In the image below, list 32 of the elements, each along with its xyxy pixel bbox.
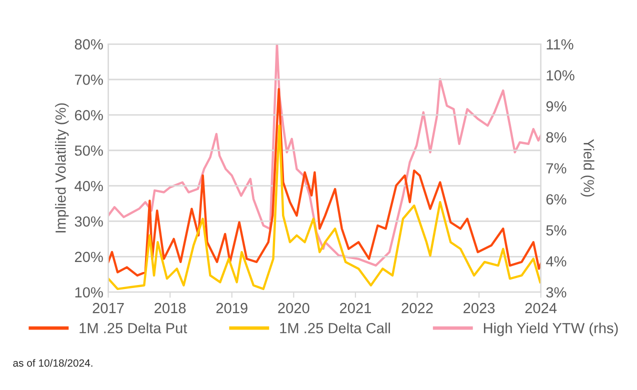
text: as of 10/18/2024. (13, 359, 92, 367)
y2-tick-label: 4% (546, 256, 566, 266)
y2-tick-label: 7% (546, 163, 566, 174)
y2-tick-label: 9% (546, 101, 566, 112)
y-tick-label: 20% (74, 252, 103, 262)
y2-tick-label: 6% (546, 194, 566, 205)
y2-tick-label: 10% (546, 70, 574, 81)
x-tick-label: 2023 (464, 302, 495, 314)
x-tick-label: 2019 (216, 302, 248, 314)
y-tick-label: 40% (74, 180, 103, 192)
y-tick-label: 50% (74, 145, 103, 156)
y2-tick-label: 11% (546, 39, 574, 50)
x-tick-label: 2018 (154, 302, 186, 314)
y-tick-label: 80% (74, 39, 103, 50)
y-tick-label: 10% (75, 287, 103, 298)
y-tick-label: 30% (74, 216, 103, 227)
y2-tick-label: 5% (546, 225, 566, 236)
legend-label: High Yield YTW (rhs) (484, 322, 618, 336)
line-series (108, 88, 541, 277)
x-tick-label: 2021 (340, 302, 371, 314)
y2-tick-label: 8% (546, 132, 566, 143)
x-tick-label: 2020 (278, 302, 310, 314)
y2-tick-label: 3% (546, 287, 566, 298)
y-axis-title: Implied Volatility (%) (55, 103, 69, 232)
x-tick-label: 2024 (525, 302, 557, 314)
y-tick-label: 60% (74, 110, 103, 120)
y2-axis-title: Yield (%) (580, 139, 594, 196)
x-tick-label: 2017 (92, 302, 124, 314)
legend-label: 1M .25 Delta Call (280, 322, 390, 334)
x-tick-label: 2022 (402, 302, 433, 314)
legend-label: 1M .25 Delta Put (80, 322, 188, 334)
y-tick-label: 70% (74, 74, 103, 85)
